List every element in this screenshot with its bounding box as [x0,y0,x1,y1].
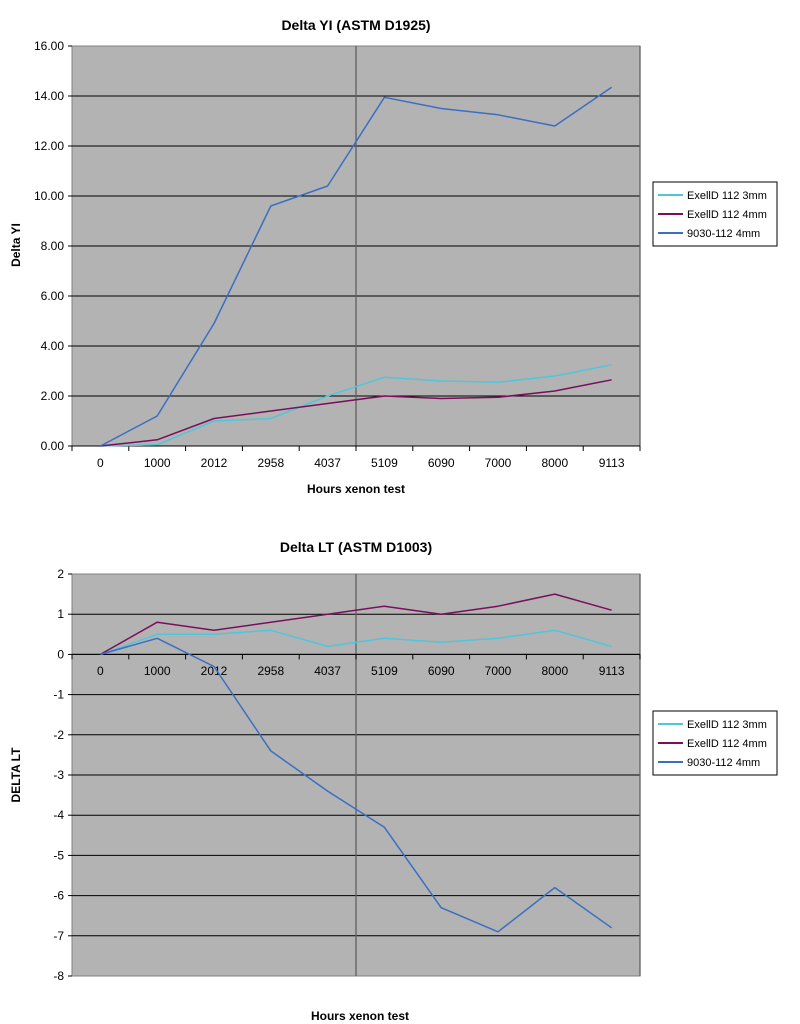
x-tick-label: 1000 [144,664,171,678]
legend-label: 9030-112 4mm [687,228,760,240]
x-tick-label: 2958 [257,664,284,678]
x-axis-label: Hours xenon test [311,1009,409,1023]
legend-label: ExellD 112 4mm [687,209,767,221]
y-tick-label: 10.00 [34,189,64,203]
chart-title: Delta YI (ASTM D1925) [281,17,430,33]
chart-title: Delta LT (ASTM D1003) [280,539,432,555]
legend-label: 9030-112 4mm [687,757,760,769]
x-tick-label: 5109 [371,664,398,678]
y-tick-label: -2 [53,728,64,742]
legend-label: ExellD 112 3mm [687,190,767,202]
y-tick-label: 4.00 [41,339,65,353]
x-tick-label: 4037 [314,664,341,678]
y-tick-label: 0 [57,647,64,661]
x-tick-label: 2958 [257,456,284,470]
y-tick-label: -6 [53,889,64,903]
y-axis-label: Delta YI [9,223,23,267]
x-tick-label: 7000 [485,456,512,470]
legend-label: ExellD 112 4mm [687,738,767,750]
x-tick-label: 0 [97,664,104,678]
x-tick-label: 5109 [371,456,398,470]
legend: ExellD 112 3mm ExellD 112 4mm 9030-112 4mm [652,710,778,776]
y-tick-label: -3 [53,768,64,782]
x-tick-label: 0 [97,456,104,470]
x-tick-label: 9113 [599,456,625,470]
y-tick-label: -5 [53,848,64,862]
x-tick-label: 7000 [485,664,512,678]
x-tick-label: 6090 [428,664,455,678]
series-line-exelld-112-4mm [100,593,612,656]
y-tick-label: -8 [53,969,64,983]
y-tick-label: 8.00 [41,239,65,253]
y-tick-label: 1 [57,607,64,621]
x-tick-label: 4037 [314,456,341,470]
series-line-exelld-112-4mm [100,379,612,447]
series-line-9030-112-4mm [100,637,613,933]
series-line-exelld-112-3mm [100,364,612,447]
y-tick-label: -4 [53,808,64,822]
legend: ExellD 112 3mm ExellD 112 4mm 9030-112 4mm [652,181,778,247]
y-tick-label: 6.00 [41,289,65,303]
x-tick-label: 8000 [541,664,568,678]
y-axis-label: DELTA LT [9,747,23,803]
y-tick-label: -1 [53,688,64,702]
y-tick-label: 16.00 [34,39,64,53]
series-line-exelld-112-3mm [100,629,612,656]
y-tick-label: 0.00 [41,439,65,453]
y-tick-label: 14.00 [34,89,64,103]
x-tick-label: 9113 [599,664,625,678]
series-line-9030-112-4mm [100,86,613,447]
x-tick-label: 1000 [144,456,171,470]
y-tick-label: -7 [53,929,64,943]
y-tick-label: 2 [57,567,64,581]
chart-delta-yi: Delta YI (ASTM D1925) Delta YI Hours xen… [9,17,778,496]
y-tick-label: 2.00 [41,389,65,403]
x-tick-label: 8000 [541,456,568,470]
legend-label: ExellD 112 3mm [687,719,767,731]
x-axis-label: Hours xenon test [307,482,405,496]
chart-delta-lt: Delta LT (ASTM D1003) DELTA LT Hours xen… [9,539,778,1023]
y-tick-label: 12.00 [34,139,64,153]
x-tick-label: 2012 [201,664,228,678]
x-tick-label: 2012 [201,456,228,470]
x-tick-label: 6090 [428,456,455,470]
